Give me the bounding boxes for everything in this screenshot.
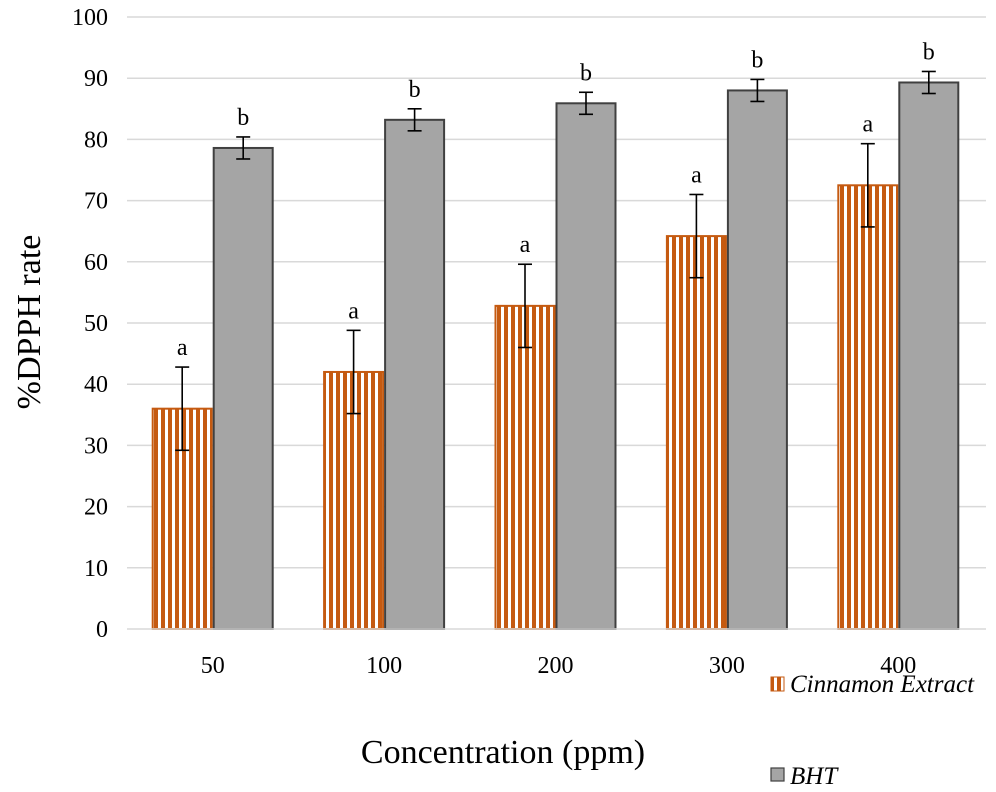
- bar-bht-200: [555, 102, 617, 631]
- y-tick-label: 50: [84, 311, 108, 337]
- bar-cinnamon-extract-300: [665, 235, 727, 630]
- y-tick-label: 60: [84, 250, 108, 276]
- y-tick-label: 70: [84, 189, 108, 215]
- x-tick-label: 300: [709, 653, 745, 679]
- legend-item-bht: BHT: [770, 763, 839, 790]
- legend-swatch-cinnamon-extract: [770, 676, 785, 692]
- significance-label: b: [751, 47, 763, 73]
- bar-bht-100: [384, 118, 446, 630]
- y-tick-label: 0: [96, 617, 108, 643]
- x-axis-title: Concentration (ppm): [361, 734, 645, 771]
- y-tick-label: 10: [84, 556, 108, 582]
- significance-labels: a b a b a b a b a b: [177, 39, 935, 361]
- legend-label-cinnamon-extract: Cinnamon Extract: [790, 671, 975, 698]
- significance-label: a: [177, 335, 188, 361]
- y-tick-label: 90: [84, 66, 108, 92]
- bar-cinnamon-extract-100: [323, 370, 385, 630]
- legend-item-cinnamon-extract: Cinnamon Extract: [770, 671, 975, 698]
- y-tick-label: 30: [84, 433, 108, 459]
- y-tick-label: 20: [84, 495, 108, 521]
- y-tick-label: 40: [84, 372, 108, 398]
- significance-label: a: [691, 162, 702, 188]
- significance-label: a: [862, 112, 873, 138]
- y-axis-title: %DPPH rate: [11, 235, 48, 410]
- y-axis-ticks: 0 10 20 30 40 50 60 70 80 90 100: [72, 5, 108, 643]
- bar-bht-400: [898, 81, 960, 630]
- bar-cinnamon-extract-400: [837, 184, 899, 631]
- bar-bht-50: [212, 146, 274, 631]
- y-tick-label: 100: [72, 5, 108, 31]
- legend: Cinnamon Extract BHT: [770, 671, 975, 790]
- significance-label: b: [237, 105, 249, 131]
- significance-label: a: [348, 298, 359, 324]
- significance-label: a: [520, 232, 531, 258]
- x-tick-label: 50: [201, 653, 225, 679]
- x-tick-label: 200: [538, 653, 574, 679]
- bar-cinnamon-extract-200: [494, 304, 556, 630]
- x-tick-label: 100: [366, 653, 402, 679]
- x-tick-label: 400: [880, 653, 916, 679]
- significance-label: b: [580, 60, 592, 86]
- bars: [151, 81, 960, 631]
- significance-label: b: [923, 39, 935, 65]
- y-tick-label: 80: [84, 127, 108, 153]
- bar-bht-300: [726, 89, 788, 630]
- significance-label: b: [409, 77, 421, 103]
- legend-swatch-bht: [770, 767, 785, 782]
- x-axis-ticks: 50 100 200 300 400: [201, 653, 917, 679]
- legend-label-bht: BHT: [790, 763, 839, 790]
- error-bars: [175, 70, 936, 452]
